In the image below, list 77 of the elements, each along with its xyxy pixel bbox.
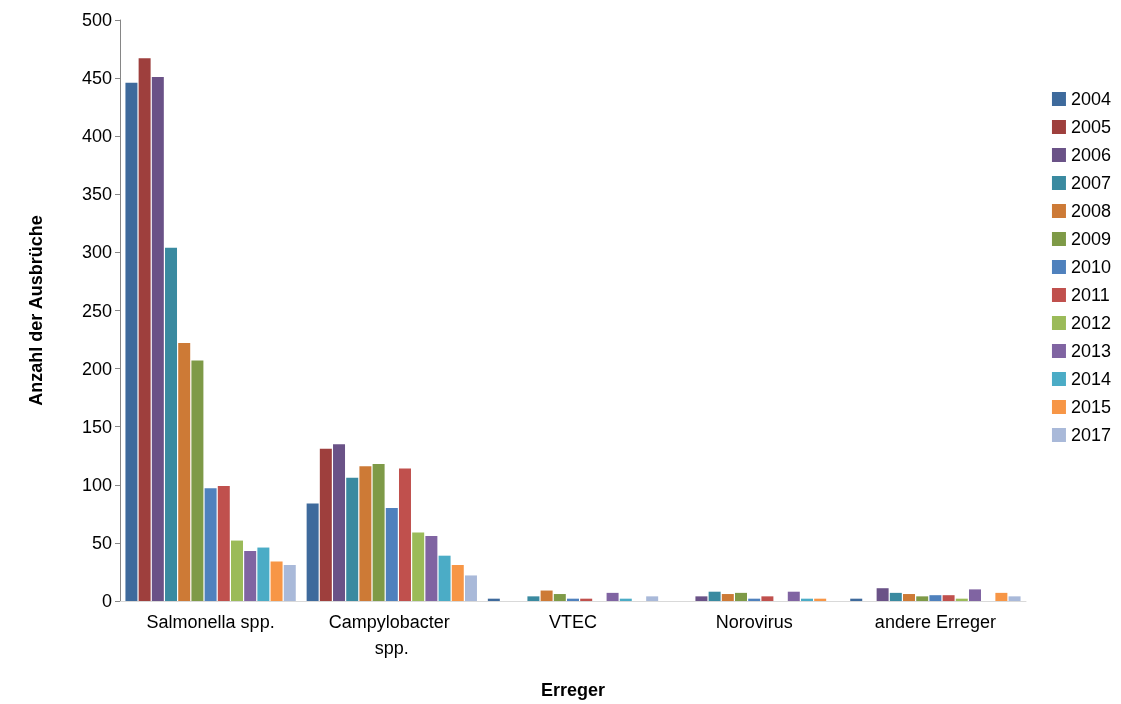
bar — [151, 76, 164, 601]
bar — [244, 551, 257, 601]
y-tick-label: 500 — [81, 10, 112, 30]
legend-label: 2008 — [1070, 201, 1111, 221]
bar — [1008, 596, 1021, 601]
legend-label: 2010 — [1070, 257, 1111, 277]
x-axis-title: Erreger — [540, 680, 606, 700]
x-tick-label: andere Erreger — [874, 612, 996, 632]
bar — [787, 591, 800, 601]
bar — [306, 503, 319, 601]
bar — [257, 547, 270, 601]
bar — [438, 555, 451, 601]
bar — [995, 592, 1008, 601]
bar — [527, 596, 540, 601]
bar — [165, 247, 178, 601]
legend-label: 2014 — [1070, 369, 1111, 389]
bar — [540, 590, 553, 601]
x-tick-label: VTEC — [548, 612, 598, 632]
bar — [319, 448, 332, 601]
y-tick-label: 50 — [91, 532, 112, 553]
bar — [968, 589, 981, 601]
bar — [606, 592, 619, 601]
x-tick-label: Campylobacter spp. — [328, 612, 455, 658]
y-tick-label: 100 — [81, 474, 112, 495]
y-tick-label: 200 — [81, 358, 112, 379]
bar — [138, 58, 151, 601]
bar — [372, 463, 385, 601]
y-axis-title: Anzahl der Ausbrüche — [26, 215, 46, 406]
bar — [942, 595, 955, 601]
bar — [761, 596, 774, 601]
bar — [646, 596, 659, 601]
y-tick-label: 150 — [81, 416, 112, 437]
bar — [346, 477, 359, 601]
bar — [412, 532, 425, 601]
y-tick-label: 0 — [101, 591, 112, 611]
legend-label: 2011 — [1070, 285, 1110, 305]
bar — [178, 343, 191, 601]
bar — [903, 594, 916, 601]
bar — [204, 488, 217, 601]
bar — [283, 564, 296, 601]
y-tick-label: 350 — [81, 184, 112, 205]
bar — [359, 466, 372, 601]
x-tick-label: Norovirus — [715, 612, 793, 632]
bar — [217, 485, 230, 601]
legend-label: 2009 — [1070, 229, 1111, 249]
legend-label: 2005 — [1070, 117, 1111, 137]
bar — [399, 468, 411, 601]
bar — [425, 535, 438, 601]
y-tick-label: 250 — [81, 300, 112, 321]
bar — [708, 591, 721, 601]
bar — [464, 575, 477, 601]
legend-label: 2004 — [1070, 89, 1111, 109]
legend-label: 2006 — [1070, 145, 1111, 165]
bar — [876, 588, 889, 601]
bar — [721, 594, 734, 601]
bar — [230, 540, 243, 601]
bar — [916, 596, 929, 601]
bar — [191, 360, 204, 601]
bar — [929, 595, 942, 601]
x-tick-label: Salmonella spp. — [146, 612, 275, 632]
legend-label: 2017 — [1070, 425, 1111, 445]
bar — [385, 508, 398, 601]
legend-label: 2012 — [1070, 313, 1111, 333]
bar — [695, 596, 708, 601]
y-tick-label: 450 — [81, 68, 112, 89]
legend-label: 2007 — [1070, 173, 1111, 193]
y-tick-label: 400 — [81, 126, 112, 147]
bar — [735, 592, 747, 601]
bar — [125, 82, 138, 601]
bar — [270, 561, 283, 601]
legend-label: 2015 — [1070, 397, 1111, 417]
bar — [451, 564, 464, 601]
bar — [333, 444, 346, 601]
y-tick-label: 300 — [81, 242, 112, 263]
bar — [889, 592, 902, 601]
legend-label: 2013 — [1070, 341, 1111, 361]
bar — [553, 594, 566, 601]
